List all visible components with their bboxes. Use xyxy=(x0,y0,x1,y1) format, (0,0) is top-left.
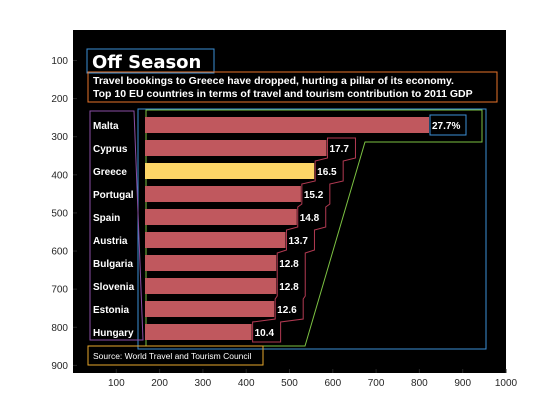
category-label: Greece xyxy=(93,167,127,178)
category-label: Bulgaria xyxy=(93,259,133,270)
x-tick-label: 1000 xyxy=(495,378,518,389)
x-tick-label: 900 xyxy=(454,378,471,389)
y-tick-label: 400 xyxy=(51,170,68,181)
category-label: Cyprus xyxy=(93,144,128,155)
category-label: Hungary xyxy=(93,328,134,339)
top-value-box xyxy=(429,114,467,136)
category-label: Spain xyxy=(93,213,120,224)
subtitle-line-1: Travel bookings to Greece have dropped, … xyxy=(93,75,454,87)
category-label: Estonia xyxy=(93,305,130,316)
value-label: 13.7 xyxy=(288,236,308,247)
bars-region-box xyxy=(137,108,487,350)
bar-spain xyxy=(145,209,297,225)
y-tick-label: 100 xyxy=(51,56,68,67)
title-box xyxy=(86,48,215,74)
bars-layer xyxy=(145,117,429,340)
bar-portugal xyxy=(145,186,301,202)
value-label: 10.4 xyxy=(255,328,275,339)
source-box xyxy=(87,345,264,366)
x-tick-label: 700 xyxy=(368,378,385,389)
value-label: 12.8 xyxy=(279,259,299,270)
bar-austria xyxy=(145,232,286,248)
value-label: 12.6 xyxy=(277,305,297,316)
category-label: Slovenia xyxy=(93,282,135,293)
y-tick-label: 500 xyxy=(51,208,68,219)
value-label: 16.5 xyxy=(317,167,337,178)
subtitle-line-2: Top 10 EU countries in terms of travel a… xyxy=(93,88,473,100)
bar-cyprus xyxy=(145,140,327,156)
bar-hungary xyxy=(145,324,252,340)
category-label: Portugal xyxy=(93,190,134,201)
x-tick-label: 500 xyxy=(281,378,298,389)
x-tick-label: 300 xyxy=(195,378,212,389)
bar-bulgaria xyxy=(145,255,277,271)
value-label: 12.8 xyxy=(279,282,299,293)
value-labels-outline xyxy=(252,137,356,343)
value-label: 15.2 xyxy=(304,190,324,201)
y-tick-label: 900 xyxy=(51,361,68,372)
y-tick-label: 600 xyxy=(51,247,68,258)
value-label: 14.8 xyxy=(300,213,320,224)
source-note: Source: World Travel and Tourism Council xyxy=(93,351,252,361)
value-labels-outline-layer xyxy=(252,114,467,343)
x-tick-label: 200 xyxy=(151,378,168,389)
category-label: Austria xyxy=(93,236,128,247)
chart-title: Off Season xyxy=(92,52,201,73)
category-label: Malta xyxy=(93,121,119,132)
bar-estonia xyxy=(145,301,275,317)
bar-malta xyxy=(145,117,429,133)
subtitle-box xyxy=(87,71,498,103)
bar-slovenia xyxy=(145,278,277,294)
y-axis: 100 200 300 400 500 600 700 800 900 xyxy=(51,56,77,372)
x-axis: 100 200 300 400 500 600 700 800 900 1000 xyxy=(108,369,518,389)
y-tick-label: 800 xyxy=(51,323,68,334)
y-tick-label: 300 xyxy=(51,132,68,143)
x-tick-label: 400 xyxy=(238,378,255,389)
x-tick-label: 800 xyxy=(411,378,428,389)
x-tick-label: 600 xyxy=(324,378,341,389)
value-label: 17.7 xyxy=(329,144,349,155)
x-tick-label: 100 xyxy=(108,378,125,389)
bar-greece xyxy=(145,163,315,179)
country-labels-outline xyxy=(89,110,144,341)
y-tick-label: 200 xyxy=(51,94,68,105)
value-label: 27.7% xyxy=(432,121,460,132)
y-tick-label: 700 xyxy=(51,285,68,296)
labels-layer: Malta 27.7% Cyprus 17.7 Greece 16.5 Portugal 15… xyxy=(93,121,460,339)
